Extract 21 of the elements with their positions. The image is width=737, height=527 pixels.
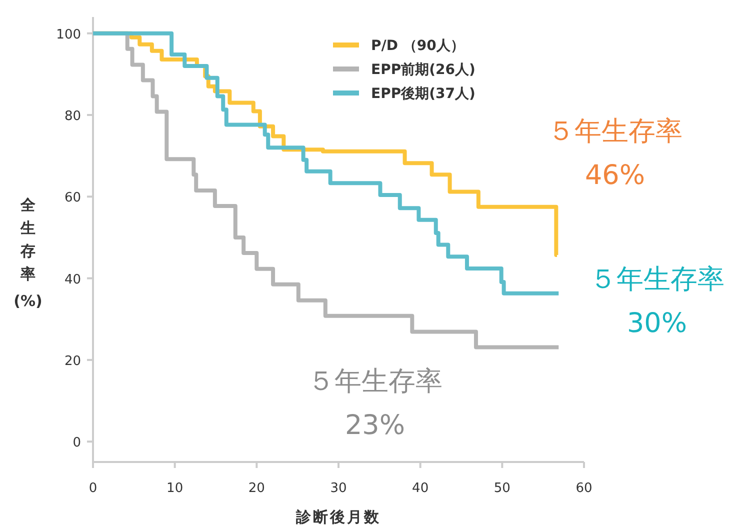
x-tick-label: 40 [412,481,429,496]
x-tick-label: 20 [248,481,265,496]
x-tick-label: 30 [330,481,347,496]
x-tick-label: 60 [576,481,592,496]
y-tick-label: 40 [64,272,81,288]
x-axis-title: 診断後月数 [295,508,381,526]
annotation: ５年生存率 23% [308,366,442,441]
legend-label: EPP後期(37人) [371,86,476,102]
y-tick-label: 80 [64,108,81,124]
y-tick-label: 100 [56,27,81,42]
y-tick-label: 0 [72,436,81,451]
annotation: ５年生存率 46% [548,116,682,191]
x-tick-label: 50 [494,481,510,496]
y-tick-label: 60 [64,190,81,206]
x-tick-label: 10 [166,481,184,496]
legend-label: P/D （90人） [371,38,464,54]
x-tick-label: 0 [88,481,98,496]
y-axis-title: 全生存率(%) [14,196,42,310]
y-tick-label: 20 [64,354,81,369]
text: ５年生存率 30% [590,264,724,339]
legend-label: EPP前期(26人) [371,62,476,78]
